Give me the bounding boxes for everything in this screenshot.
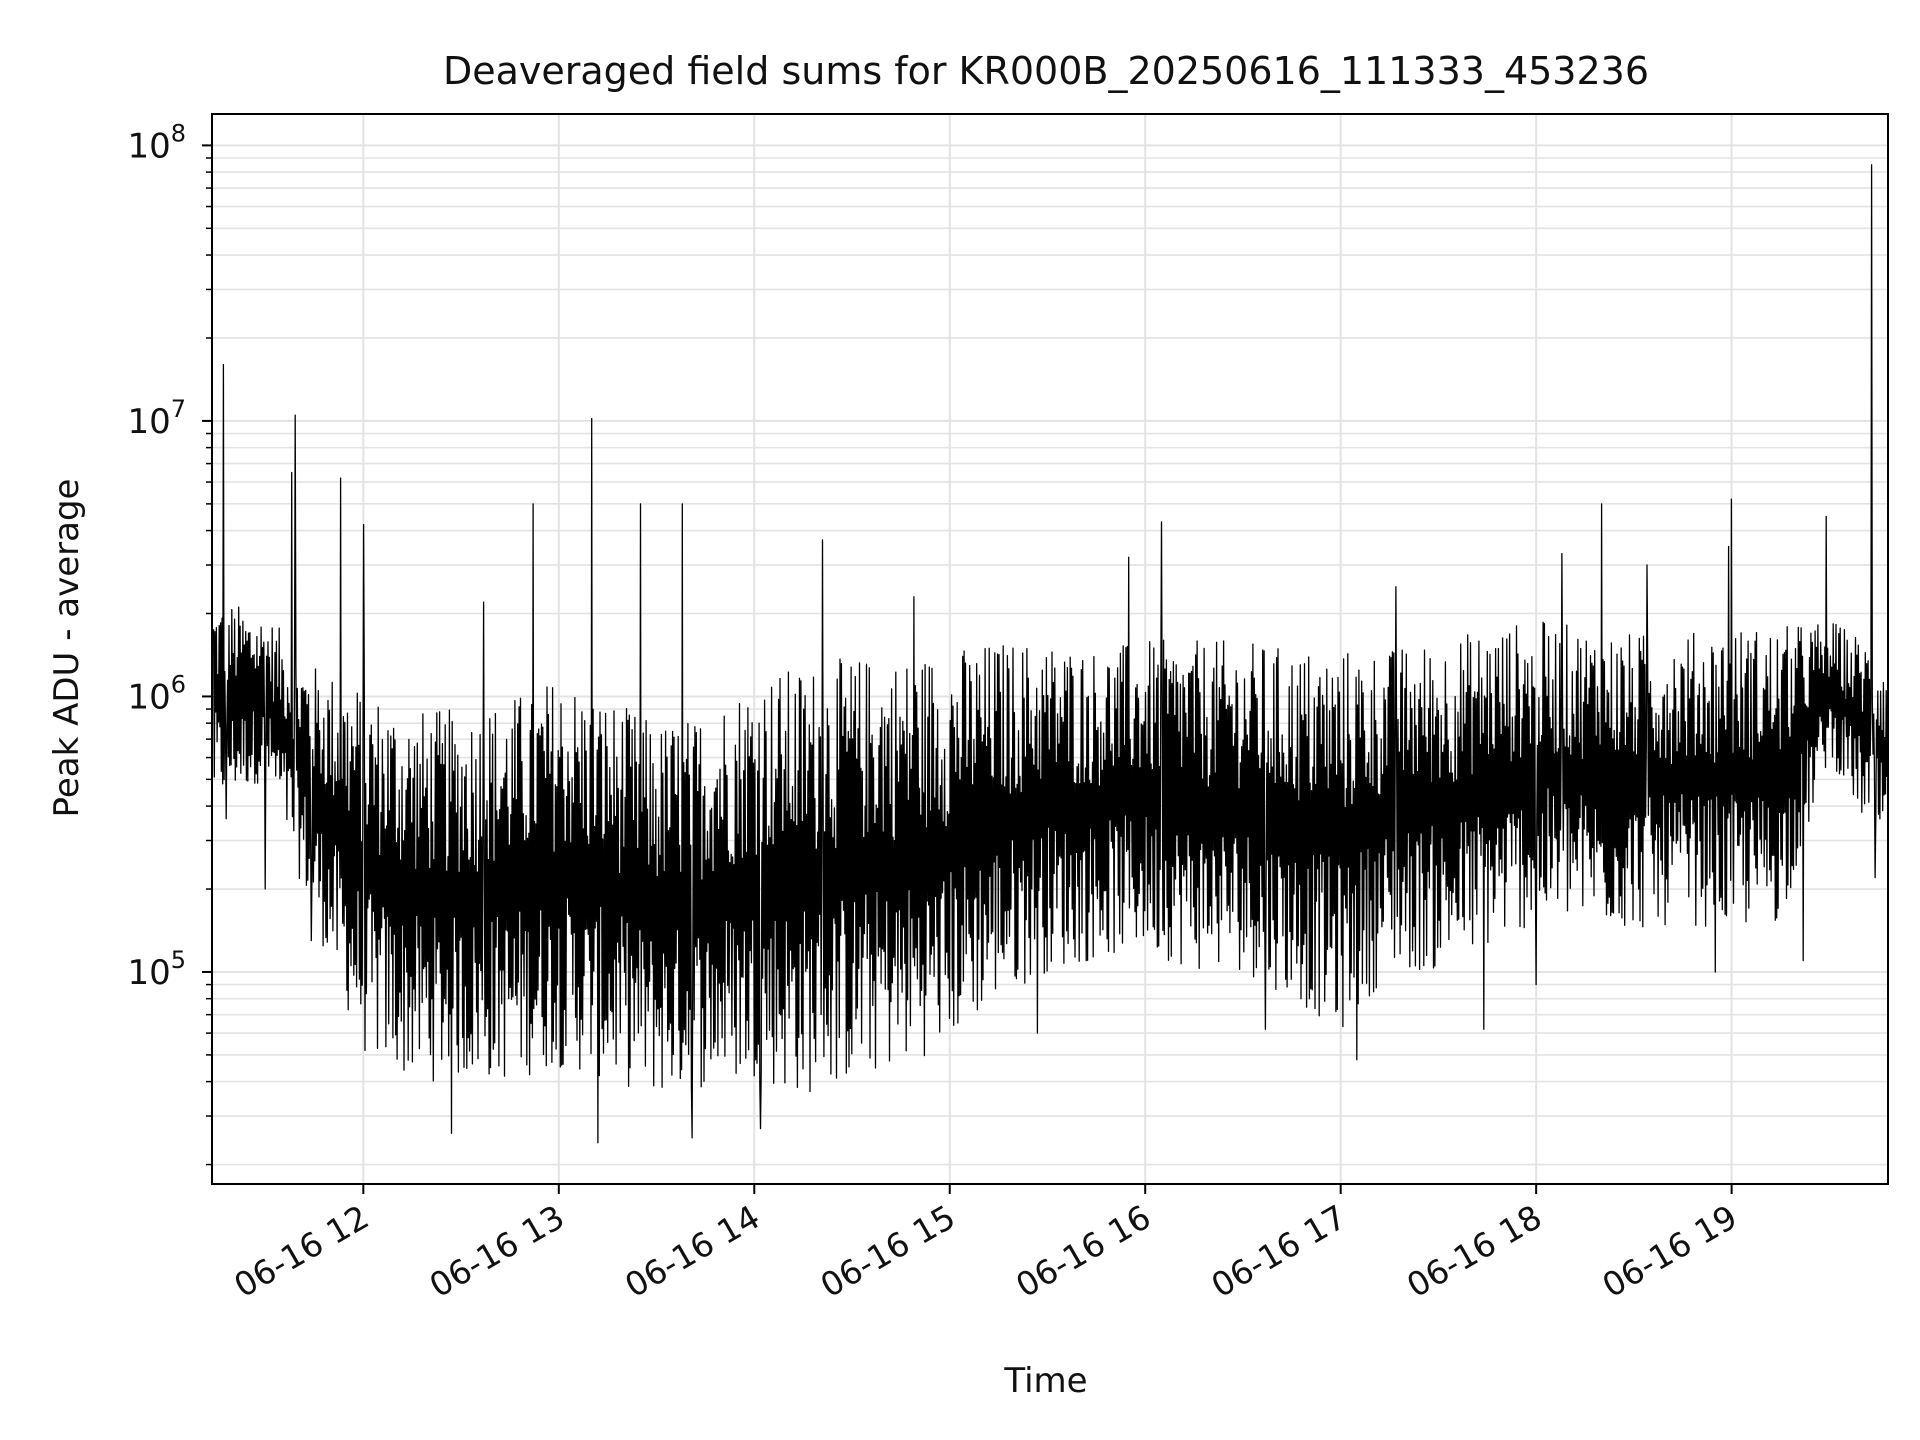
- y-tick-label: 108: [127, 119, 186, 166]
- y-axis-label: Peak ADU - average: [47, 479, 87, 818]
- x-axis-label: Time: [1003, 1361, 1087, 1401]
- plot-area-frame: [211, 113, 1889, 1185]
- series-line: [212, 164, 1888, 1144]
- y-tick-label: 105: [127, 946, 186, 993]
- y-axis-ticks: 105 106 107 108: [127, 119, 212, 1166]
- chart-title: Deaveraged field sums for KR000B_2025061…: [443, 49, 1649, 93]
- y-tick-label: 106: [127, 670, 186, 717]
- series-group: [212, 164, 1888, 1144]
- y-tick-label: 107: [127, 395, 186, 442]
